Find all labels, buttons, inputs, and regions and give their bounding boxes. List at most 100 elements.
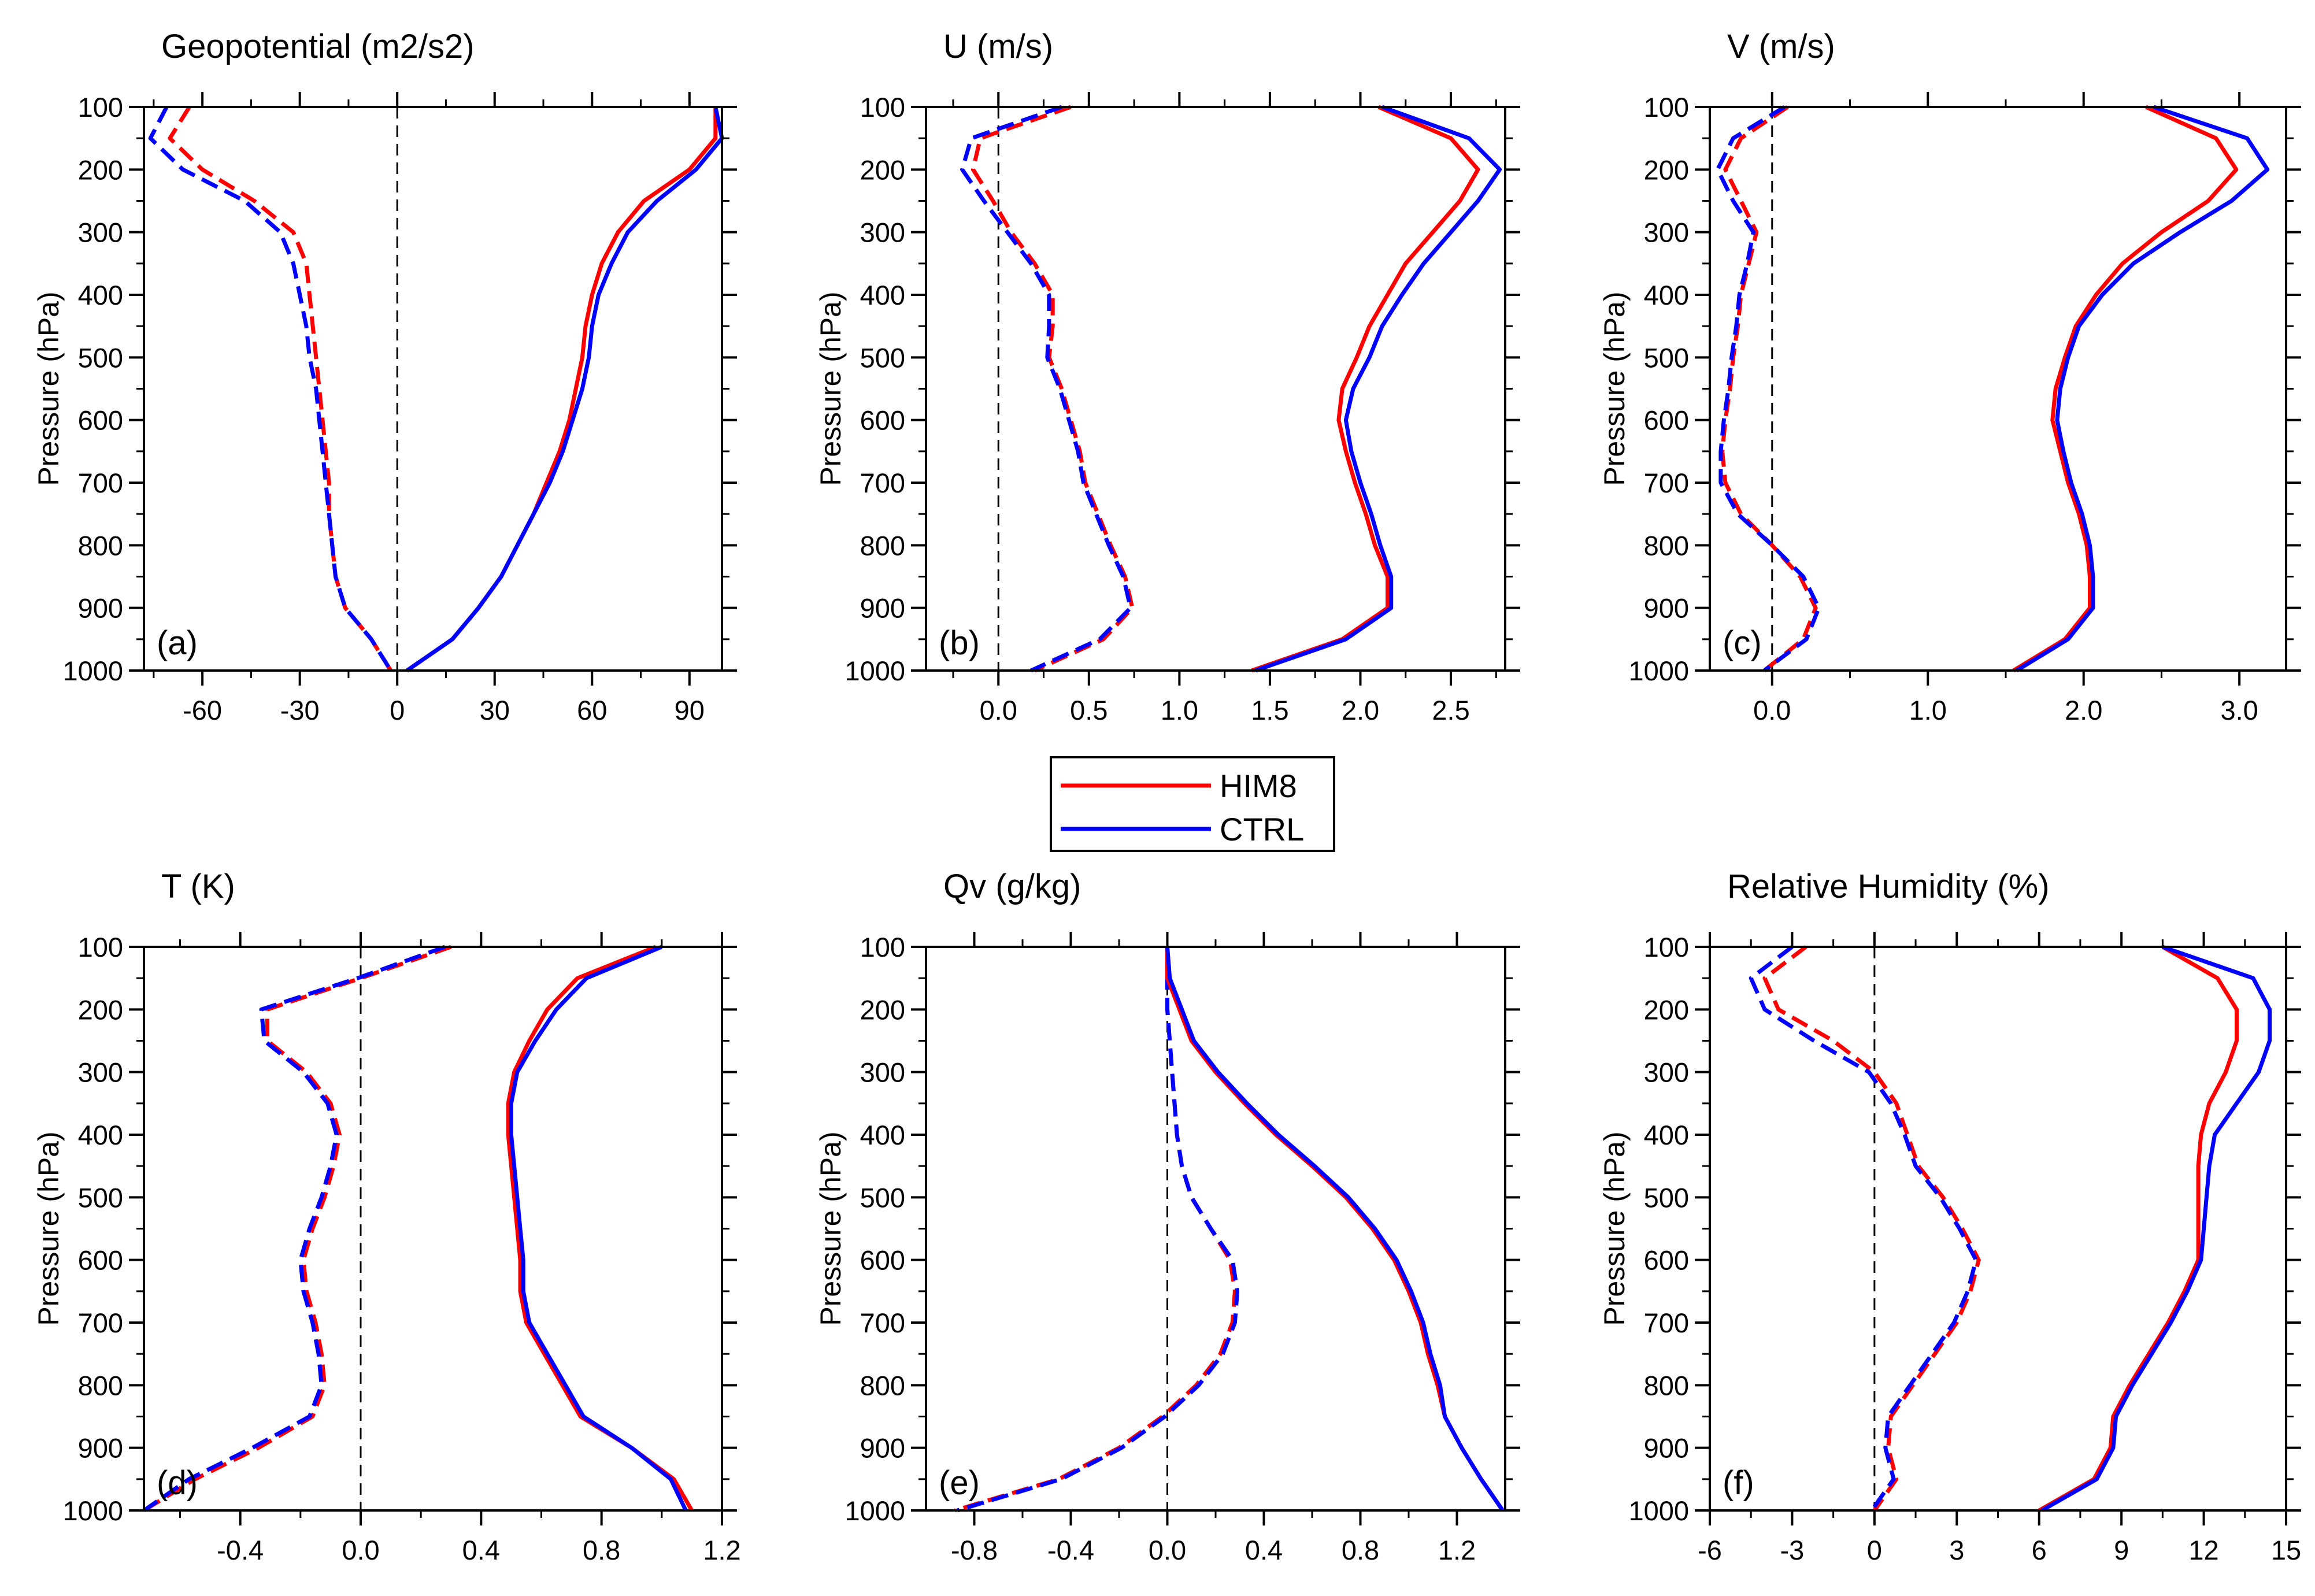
x-tick-label: -0.4 (217, 1535, 264, 1565)
y-tick-label: 300 (1644, 1057, 1689, 1088)
x-tick-label: 3 (1949, 1535, 1964, 1565)
y-tick-label: 800 (1644, 530, 1689, 561)
y-tick-label: 500 (860, 342, 905, 373)
y-tick-label: 600 (78, 1245, 123, 1276)
x-tick-label: 2.0 (1342, 695, 1379, 725)
x-tick-label: 0.0 (342, 1535, 379, 1565)
y-axis-title: Pressure (hPa) (814, 1131, 847, 1325)
y-tick-label: 800 (78, 1370, 123, 1401)
panel-b: 100 200 300 400 500 600 700 800 900 1000 0.0 0.5 1.0… (814, 28, 1520, 725)
y-tick-label: 900 (78, 1433, 123, 1464)
series-ctrl-dashed (148, 106, 392, 672)
y-tick-label: 600 (860, 405, 905, 436)
y-tick-label: 800 (860, 1370, 905, 1401)
y-tick-label: 900 (860, 1433, 905, 1464)
plot-frame (143, 106, 723, 672)
series-ctrl-solid (1254, 105, 1502, 673)
y-tick-label: 900 (1644, 593, 1689, 624)
y-tick-label: 200 (860, 154, 905, 185)
y-tick-label: 900 (860, 593, 905, 624)
y-tick-label: 100 (1644, 92, 1689, 123)
series-ctrl-solid (509, 945, 688, 1512)
x-tick-label: 0.8 (1342, 1535, 1379, 1565)
panel-c: 100 200 300 400 500 600 700 800 900 1000 0.0 1.0 2.0… (1598, 28, 2301, 725)
x-tick-label: 0.8 (583, 1535, 620, 1565)
x-tick-label: 9 (2114, 1535, 2129, 1565)
x-tick-label: 0.5 (1070, 695, 1108, 725)
y-tick-label: 200 (860, 994, 905, 1025)
y-tick-label: 800 (1644, 1370, 1689, 1401)
x-tick-label: 6 (2032, 1535, 2047, 1565)
x-tick-label: 0.4 (462, 1535, 500, 1565)
panel-label: (e) (939, 1464, 980, 1502)
x-tick-label: 0.0 (1753, 695, 1791, 725)
panel-a: 100 200 300 400 500 600 700 800 900 1000 -60 -30 0 30… (32, 28, 737, 725)
series-ctrl-dashed (960, 105, 1133, 673)
series-ctrl-dashed (957, 947, 1240, 1513)
y-tick-label: 700 (1644, 468, 1689, 498)
y-tick-label: 800 (860, 530, 905, 561)
series-ctrl-dashed (1716, 105, 1821, 672)
x-tick-label: 15 (2271, 1535, 2301, 1565)
plot-frame (925, 106, 1506, 672)
y-tick-label: 900 (78, 593, 123, 624)
y-tick-label: 300 (78, 217, 123, 248)
y-tick-label: 300 (78, 1057, 123, 1088)
legend: HIM8 CTRL (1050, 756, 1335, 852)
y-tick-label: 600 (78, 405, 123, 436)
x-tick-label: -0.4 (1047, 1535, 1094, 1565)
x-tick-label: 0 (390, 695, 405, 725)
x-tick-label: 90 (675, 695, 705, 725)
y-tick-label: 100 (1644, 932, 1689, 962)
x-tick-label: -6 (1698, 1535, 1722, 1565)
legend-box (1050, 756, 1335, 852)
y-tick-label: 500 (78, 342, 123, 373)
panel-label: (b) (939, 624, 980, 662)
series-him8-solid (1251, 105, 1480, 673)
y-axis-title: Pressure (hPa) (32, 1131, 65, 1325)
x-tick-label: -0.8 (951, 1535, 998, 1565)
y-tick-label: 200 (78, 994, 123, 1025)
y-tick-label: 400 (1644, 1120, 1689, 1150)
legend-label-him8: HIM8 (1220, 768, 1297, 804)
y-tick-label: 300 (860, 1057, 905, 1088)
x-tick-label: 1.2 (703, 1535, 740, 1565)
y-tick-label: 400 (860, 280, 905, 310)
x-tick-label: 2.0 (2065, 695, 2102, 725)
y-tick-label: 1000 (1628, 1495, 1689, 1526)
series-him8-dashed (143, 945, 452, 1512)
series-ctrl-dashed (143, 945, 446, 1512)
y-tick-label: 100 (78, 92, 123, 123)
y-tick-label: 1000 (62, 1495, 123, 1526)
series-ctrl-dashed (1749, 945, 1978, 1512)
x-tick-label: 1.0 (1909, 695, 1947, 725)
series-him8-solid (2038, 945, 2239, 1513)
y-tick-label: 400 (860, 1120, 905, 1150)
y-tick-label: 700 (860, 468, 905, 498)
panel-label: (f) (1723, 1464, 1754, 1502)
panel-label: (d) (157, 1464, 198, 1502)
y-axis-title: Pressure (hPa) (32, 291, 65, 486)
series-ctrl-solid (406, 106, 724, 672)
y-tick-label: 700 (78, 1308, 123, 1338)
y-tick-label: 100 (860, 92, 905, 123)
y-tick-label: 1000 (62, 656, 123, 686)
panel-title: V (m/s) (1727, 28, 1835, 65)
y-tick-label: 700 (1644, 1308, 1689, 1338)
panel-label: (c) (1723, 624, 1762, 662)
y-tick-label: 700 (860, 1308, 905, 1338)
series-ctrl-solid (1165, 946, 1505, 1512)
x-tick-label: -60 (183, 695, 222, 725)
series-ctrl-solid (2015, 105, 2270, 672)
y-tick-label: 600 (1644, 1245, 1689, 1276)
plot-frame (925, 946, 1506, 1512)
y-axis-title: Pressure (hPa) (814, 291, 847, 486)
plot-frame (1709, 106, 2287, 672)
x-tick-label: 2.5 (1432, 695, 1469, 725)
series-him8-solid (2012, 105, 2239, 672)
panel-f: 100 200 300 400 500 600 700 800 900 1000 -6 -3 0 3 6 9 1… (1598, 868, 2301, 1565)
x-tick-label: -30 (280, 695, 320, 725)
y-tick-label: 600 (860, 1245, 905, 1276)
